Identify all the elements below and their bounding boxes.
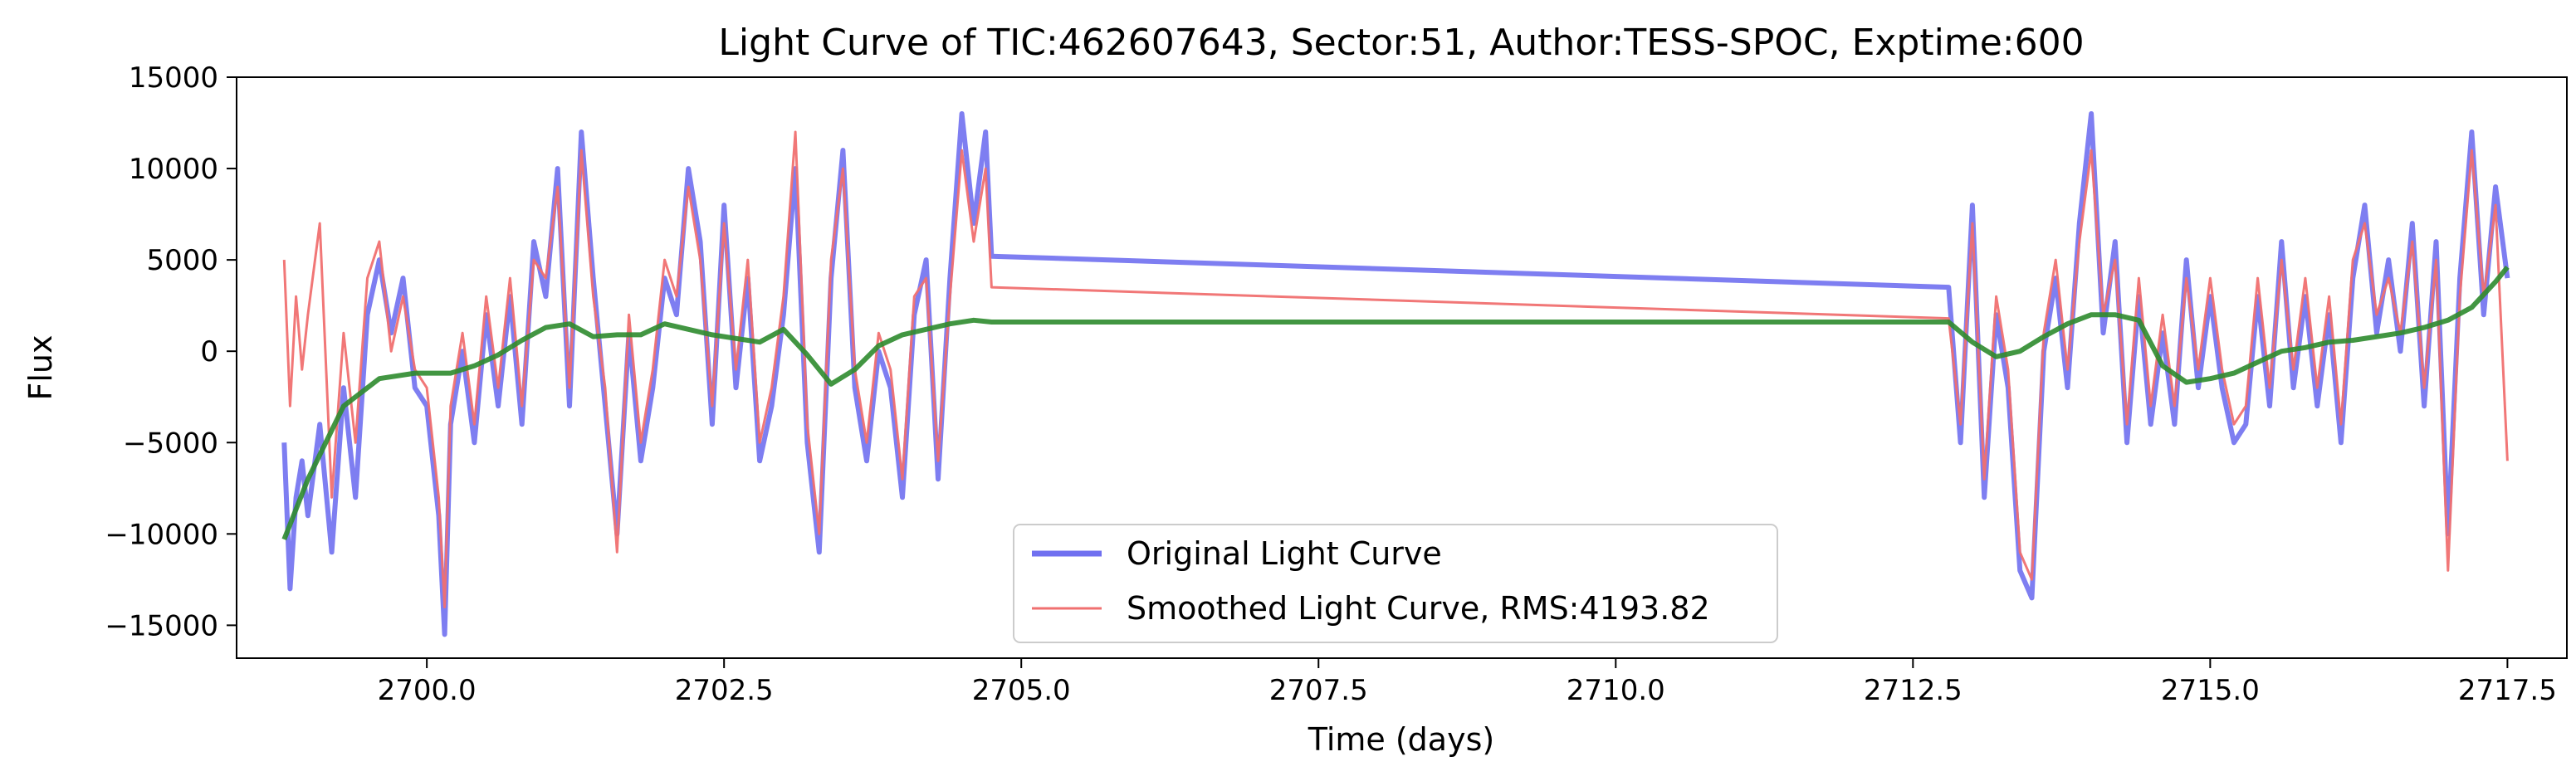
y-tick-label: −10000 xyxy=(105,518,218,551)
x-tick-label: 2700.0 xyxy=(378,674,477,707)
y-tick-label: 0 xyxy=(200,335,218,369)
x-tick-label: 2705.0 xyxy=(972,674,1071,707)
x-tick-label: 2715.0 xyxy=(2161,674,2260,707)
plot-area xyxy=(236,76,2568,659)
x-tick-label: 2712.5 xyxy=(1864,674,1963,707)
series-layer xyxy=(281,111,2510,637)
x-tick-label: 2710.0 xyxy=(1567,674,1665,707)
x-tick-label: 2702.5 xyxy=(675,674,774,707)
legend-box xyxy=(1013,524,1778,643)
legend-label-original: Original Light Curve xyxy=(1127,535,1442,572)
series-smoothed-line xyxy=(282,130,2509,608)
y-tick-label: 5000 xyxy=(146,244,218,277)
y-tick-label: 15000 xyxy=(129,61,218,95)
y-tick-label: −5000 xyxy=(123,427,218,460)
x-axis-label: Time (days) xyxy=(1308,721,1494,758)
chart-title: Light Curve of TIC:462607643, Sector:51,… xyxy=(718,22,2084,64)
y-tick-label: −15000 xyxy=(105,609,218,642)
x-tick-label: 2707.5 xyxy=(1269,674,1368,707)
series-trend-line xyxy=(281,266,2510,540)
legend-label-smoothed: Smoothed Light Curve, RMS:4193.82 xyxy=(1127,590,1710,627)
y-tick-label: 10000 xyxy=(129,153,218,186)
y-axis-label: Flux xyxy=(22,335,59,401)
legend: Original Light Curve Smoothed Light Curv… xyxy=(1013,524,1778,643)
axes-frame xyxy=(236,76,2568,659)
x-axis: 2700.0 2702.5 2705.0 2707.5 2710.0 2712.5 2715… xyxy=(378,658,2557,707)
y-axis: −15000 −10000 −5000 0 5000 10000 15000 xyxy=(105,61,237,642)
x-tick-label: 2717.5 xyxy=(2458,674,2557,707)
